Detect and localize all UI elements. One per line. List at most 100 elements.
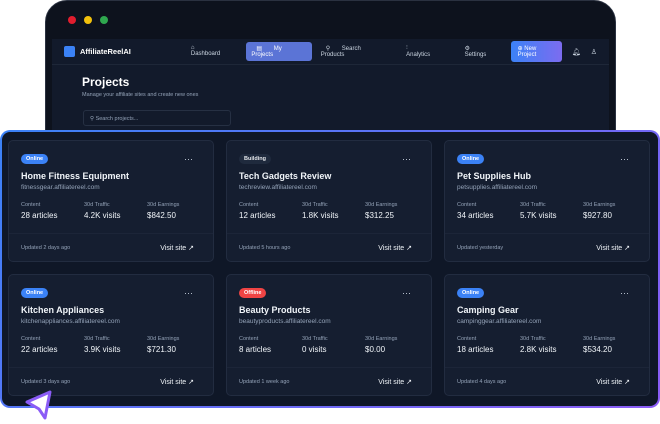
visit-site-link[interactable]: Visit site ↗	[378, 378, 412, 386]
more-options-icon[interactable]: ···	[620, 288, 629, 298]
project-card[interactable]: Online ··· Camping Gear campinggear.affi…	[444, 274, 650, 396]
project-card[interactable]: Building ··· Tech Gadgets Review techrev…	[226, 140, 432, 262]
external-link-icon: ↗	[624, 244, 630, 252]
nav-link-label: My Projects	[251, 46, 282, 58]
project-card[interactable]: Offline ··· Beauty Products beautyproduc…	[226, 274, 432, 396]
traffic-value: 5.7K visits	[520, 211, 557, 220]
visit-site-link[interactable]: Visit site ↗	[596, 244, 630, 252]
stat-label: 30d Traffic	[302, 336, 328, 342]
traffic-value: 1.8K visits	[302, 211, 339, 220]
project-card[interactable]: Online ··· Home Fitness Equipment fitnes…	[8, 140, 214, 262]
visit-site-link[interactable]: Visit site ↗	[160, 378, 194, 386]
user-icon[interactable]: ♙	[590, 48, 597, 56]
earnings-value: $927.80	[583, 211, 612, 220]
nav-link-label: Search Products	[320, 46, 361, 58]
status-badge: Online	[457, 288, 485, 298]
nav-link-label: Dashboard	[190, 51, 221, 57]
page-subtitle: Manage your affiliate sites and create n…	[82, 92, 199, 98]
visit-label: Visit site	[378, 244, 405, 252]
traffic-value: 4.2K visits	[84, 211, 121, 220]
content-value: 8 articles	[239, 345, 272, 354]
search-input[interactable]: ⚲ Search projects...	[83, 110, 231, 126]
visit-label: Visit site	[596, 244, 623, 252]
updated-text: Updated 5 hours ago	[239, 244, 291, 251]
visit-site-link[interactable]: Visit site ↗	[378, 244, 412, 252]
nav-link-label: Analytics	[406, 52, 431, 58]
search-placeholder: Search projects...	[95, 116, 139, 122]
updated-text: Updated 2 days ago	[21, 244, 71, 251]
status-badge: Offline	[239, 288, 267, 298]
content-value: 28 articles	[21, 211, 58, 220]
more-options-icon[interactable]: ···	[402, 288, 411, 298]
status-badge: Building	[239, 154, 271, 164]
page-title: Projects	[82, 75, 130, 89]
new-project-label: New Project	[517, 46, 537, 58]
traffic-value: 0 visits	[302, 345, 327, 354]
more-options-icon[interactable]: ···	[184, 154, 193, 164]
status-badge: Online	[21, 154, 49, 164]
visit-label: Visit site	[596, 378, 623, 386]
updated-text: Updated 3 days ago	[21, 378, 71, 385]
project-card[interactable]: Online ··· Pet Supplies Hub petsupplies.…	[444, 140, 650, 262]
visit-site-link[interactable]: Visit site ↗	[596, 378, 630, 386]
project-card[interactable]: Online ··· Kitchen Appliances kitchenapp…	[8, 274, 214, 396]
project-name: Pet Supplies Hub	[457, 171, 532, 181]
nav-icon: ▤	[256, 46, 263, 52]
status-badge: Online	[457, 154, 485, 164]
visit-label: Visit site	[160, 378, 187, 386]
stat-label: 30d Traffic	[302, 202, 328, 208]
projects-panel: Online ··· Home Fitness Equipment fitnes…	[0, 130, 660, 408]
more-options-icon[interactable]: ···	[402, 154, 411, 164]
stat-label: Content	[21, 336, 41, 342]
traffic-value: 2.8K visits	[520, 345, 557, 354]
app-window: AffiliateReelAI ⌂ Dashboard ▤ My Projects…	[45, 0, 616, 140]
content-value: 18 articles	[457, 345, 494, 354]
nav-icon: ⚲	[325, 46, 331, 52]
close-window-button[interactable]	[68, 16, 76, 24]
stat-label: 30d Traffic	[520, 336, 546, 342]
stat-label: 30d Earnings	[147, 336, 180, 342]
external-link-icon: ↗	[406, 378, 412, 386]
nav-icon: ⚙	[464, 46, 471, 52]
app: AffiliateReelAI ⌂ Dashboard ▤ My Projects…	[52, 39, 609, 139]
project-name: Beauty Products	[239, 305, 311, 315]
traffic-value: 3.9K visits	[84, 345, 121, 354]
status-badge: Online	[21, 288, 49, 298]
minimize-window-button[interactable]	[84, 16, 92, 24]
stat-label: Content	[239, 336, 259, 342]
earnings-value: $721.30	[147, 345, 176, 354]
top-nav: AffiliateReelAI ⌂ Dashboard ▤ My Projects…	[52, 39, 609, 65]
content-value: 22 articles	[21, 345, 58, 354]
brand-logo[interactable]: AffiliateReelAI	[64, 46, 131, 57]
updated-text: Updated 4 days ago	[457, 378, 507, 385]
bell-icon[interactable]: 🔔︎	[571, 48, 581, 56]
maximize-window-button[interactable]	[100, 16, 108, 24]
window-controls	[68, 16, 108, 24]
project-name: Kitchen Appliances	[21, 305, 105, 315]
earnings-value: $0.00	[365, 345, 386, 354]
stat-label: 30d Traffic	[84, 202, 110, 208]
nav-icon: ⫶	[406, 45, 408, 51]
nav-link-label: Settings	[464, 52, 487, 58]
visit-label: Visit site	[378, 378, 405, 386]
logo-icon	[64, 46, 75, 57]
project-name: Home Fitness Equipment	[21, 171, 130, 181]
more-options-icon[interactable]: ···	[184, 288, 193, 298]
stat-label: 30d Traffic	[84, 336, 110, 342]
visit-site-link[interactable]: Visit site ↗	[160, 244, 194, 252]
earnings-value: $534.20	[583, 345, 612, 354]
nav-link-analytics[interactable]: ⫶ Analytics	[396, 42, 451, 61]
nav-link-search-products[interactable]: ⚲ Search Products	[316, 42, 392, 61]
stat-label: 30d Traffic	[520, 202, 546, 208]
new-project-button[interactable]: ⊕ New Project	[510, 41, 562, 62]
content-value: 12 articles	[239, 211, 276, 220]
nav-link-my-projects[interactable]: ▤ My Projects	[246, 42, 312, 61]
stat-label: 30d Earnings	[583, 336, 616, 342]
updated-text: Updated 1 week ago	[239, 378, 290, 385]
project-url: techreview.affiliatereel.com	[239, 184, 317, 191]
more-options-icon[interactable]: ···	[620, 154, 629, 164]
external-link-icon: ↗	[188, 244, 194, 252]
nav-link-dashboard[interactable]: ⌂ Dashboard	[181, 42, 243, 61]
nav-link-settings[interactable]: ⚙ Settings	[455, 42, 511, 61]
external-link-icon: ↗	[188, 378, 194, 386]
